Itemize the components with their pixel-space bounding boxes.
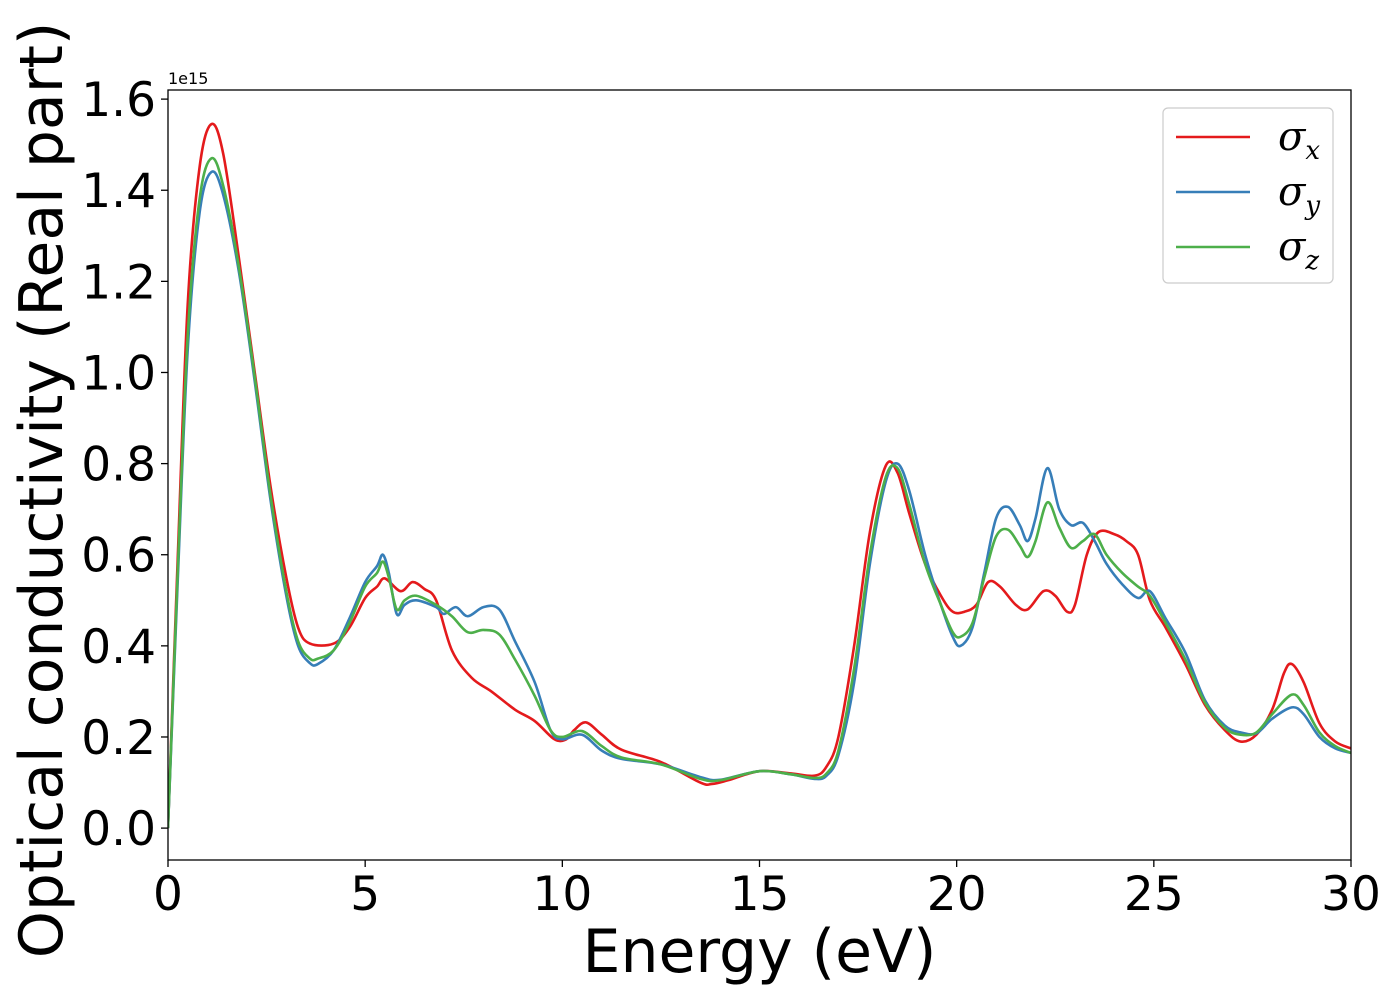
ticks-layer: 0 5 10 15 20 25 30 0.0 0.2 0.4 0.6 0.8 1.0 1.2 1.4 1.6 [81,73,1381,922]
y-tick-label: 0.8 [81,438,156,493]
x-tick-label: 25 [1124,867,1184,922]
x-tick-label: 15 [730,867,790,922]
legend-label-y: σy [1278,169,1320,221]
series-line-z [168,156,1351,829]
y-tick-label: 1.4 [81,164,156,219]
x-tick-label: 30 [1321,867,1381,922]
series-layer [168,122,1351,829]
y-tick-label: 0.6 [81,529,156,584]
y-tick-label: 1.0 [81,346,156,401]
x-axis-label: Energy (eV) [583,917,937,987]
x-tick-label: 0 [153,867,183,922]
legend-box [1162,107,1334,284]
y-tick-label: 0.4 [81,620,156,675]
y-tick-label: 0.2 [81,711,156,766]
y-tick-label: 0.0 [81,802,156,857]
y-offset-text: 1e15 [168,69,208,88]
x-tick-label: 5 [350,867,380,922]
legend-label-z: σz [1278,224,1319,276]
x-tick-label: 20 [927,867,987,922]
legend-label-x: σx [1278,114,1320,166]
y-tick-label: 1.6 [81,73,156,128]
x-tick-label: 10 [532,867,592,922]
y-tick-label: 1.2 [81,255,156,310]
y-axis-label: Optical conductivity (Real part) [7,22,77,959]
